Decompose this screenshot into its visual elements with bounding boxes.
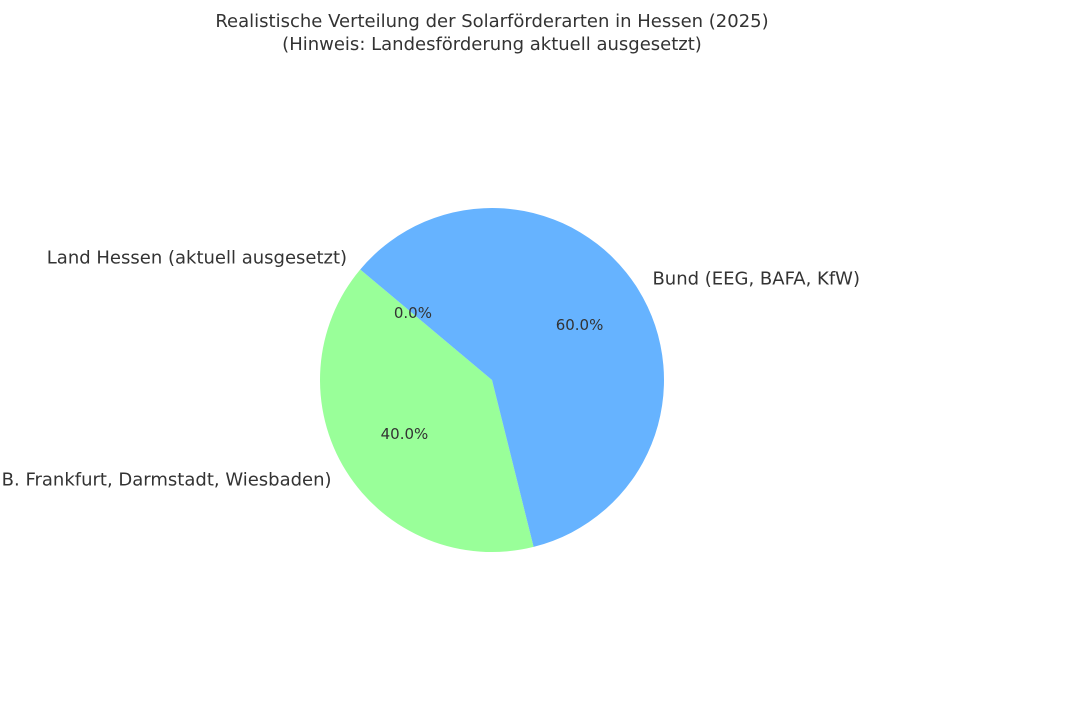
slice-label-kommunen-z-b-frankfurt-darmstadt-wiesbaden: Kommunen (z.B. Frankfurt, Darmstadt, Wie…: [0, 469, 332, 490]
slice-label-bund-eeg-bafa-kfw: Bund (EEG, BAFA, KfW): [652, 269, 860, 290]
pie-slices: [320, 207, 664, 553]
pie-slice-bund-eeg-bafa-kfw: [360, 207, 664, 547]
slice-percent-kommunen-z-b-frankfurt-darmstadt-wiesbaden: 40.0%: [381, 425, 429, 443]
slice-percent-land-hessen-aktuell-ausgesetzt: 0.0%: [394, 304, 432, 322]
pie-labels: Land Hessen (aktuell ausgesetzt) 0.0% Komm…: [0, 247, 860, 490]
slice-label-land-hessen-aktuell-ausgesetzt: Land Hessen (aktuell ausgesetzt): [47, 247, 347, 268]
chart-subtitle: (Hinweis: Landesförderung aktuell ausges…: [282, 34, 702, 55]
pie-slice-kommunen-z-b-frankfurt-darmstadt-wiesbaden: [320, 269, 534, 553]
chart-title: Realistische Verteilung der Solarfördera…: [215, 11, 768, 32]
slice-percent-bund-eeg-bafa-kfw: 60.0%: [556, 316, 604, 334]
